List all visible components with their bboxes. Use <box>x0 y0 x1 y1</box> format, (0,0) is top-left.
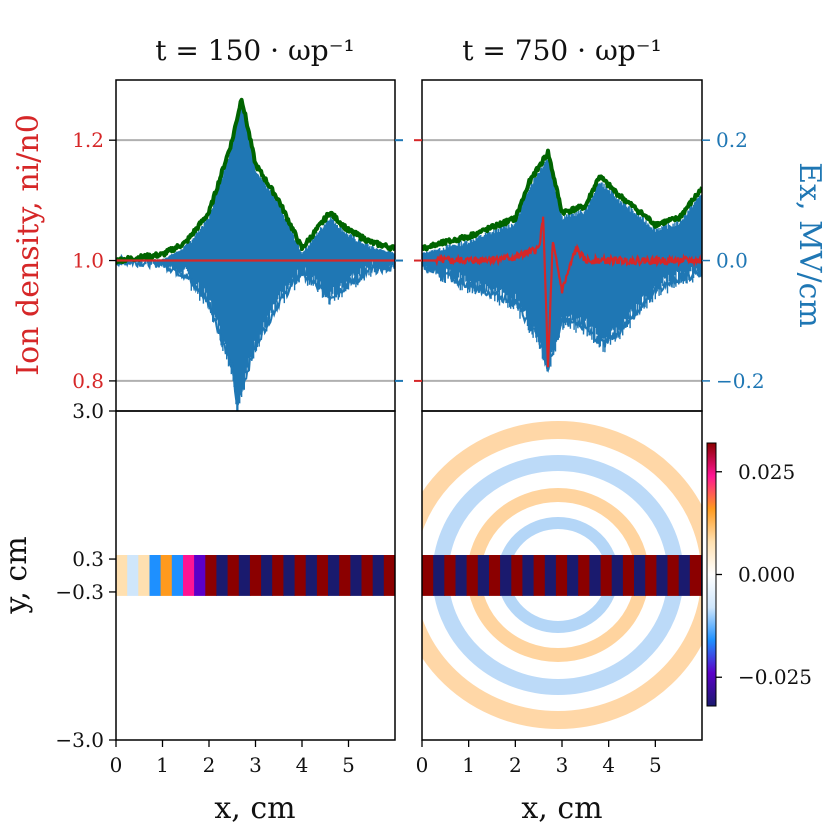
heatmap-stripe <box>127 555 139 596</box>
heatmap-stripe <box>567 555 579 596</box>
heatmap-stripe <box>656 555 669 596</box>
heatmap-stripe <box>249 555 262 596</box>
heatmap-stripe <box>316 555 329 596</box>
xtick-label: 1 <box>462 753 475 777</box>
ex-envelope-series <box>422 148 702 252</box>
ytick-label-bottom: 0.3 <box>72 547 104 571</box>
heatmap-stripe <box>328 555 340 596</box>
ex-field-lower-outline <box>422 259 702 373</box>
xtick-label: 0 <box>110 753 123 777</box>
xtick-label: 2 <box>203 753 216 777</box>
ytick-label-left: 1.2 <box>72 128 104 152</box>
panel-top-left <box>115 79 396 412</box>
heatmap-stripe <box>422 555 434 596</box>
xtick-label: 0 <box>416 753 429 777</box>
heatmap-stripe <box>622 555 635 596</box>
xtick-label: 5 <box>342 753 355 777</box>
heatmap-stripe <box>522 555 535 596</box>
heatmap-stripe <box>500 555 512 596</box>
heatmap-stripe <box>160 555 173 596</box>
colorbar-tick-label: −0.025 <box>738 665 812 689</box>
heatmap-stripe <box>455 555 468 596</box>
xtick-label: 3 <box>556 753 569 777</box>
heatmap-stripe <box>294 555 307 596</box>
title-top-left: t = 150 · ωp⁻¹ <box>155 34 354 67</box>
heatmap-stripe <box>171 555 184 596</box>
title-top-right: t = 750 · ωp⁻¹ <box>462 34 661 67</box>
panel-bottom-right <box>421 410 703 741</box>
heatmap-stripe <box>383 555 395 596</box>
ion-density-series <box>422 216 702 368</box>
heatmap-stripe <box>361 555 374 596</box>
xtick-label: 1 <box>156 753 169 777</box>
heatmap-stripe <box>689 555 702 596</box>
ytick-label-bottom: −3.0 <box>55 728 104 752</box>
heatmap-stripe <box>489 555 501 596</box>
heatmap-stripe <box>611 555 624 596</box>
heatmap-stripe <box>589 555 602 596</box>
heatmap-stripe <box>283 555 296 596</box>
heatmap-stripe <box>205 555 217 596</box>
ylabel-bottom: y, cm <box>0 536 34 614</box>
xtick-label: 5 <box>649 753 662 777</box>
ytick-label-right: 0.2 <box>716 128 748 152</box>
heatmap-stripe <box>227 555 240 596</box>
heatmap-stripe <box>350 555 363 596</box>
heatmap-stripe <box>372 555 385 596</box>
xtick-label: 2 <box>509 753 522 777</box>
heatmap-stripe <box>477 555 490 596</box>
radiated-wave-ring <box>422 421 702 729</box>
ytick-label-bottom: 3.0 <box>72 399 104 423</box>
heatmap-stripe <box>634 555 646 596</box>
heatmap-stripe <box>533 555 546 596</box>
ylabel-right-top: Ex, MV/cm <box>792 162 827 328</box>
heatmap-stripe <box>600 555 613 596</box>
panel-bottom-left <box>115 410 396 741</box>
xtick-label: 4 <box>602 753 615 777</box>
colorbar: 0.025 0.000 −0.025 <box>706 442 812 707</box>
xlabel-bottom-left: x, cm <box>214 791 295 826</box>
heatmap-stripe <box>578 555 590 596</box>
heatmap-stripe <box>272 555 284 596</box>
heatmap-stripe <box>544 555 557 596</box>
xtick-label: 3 <box>249 753 262 777</box>
ytick-label-bottom: −0.3 <box>55 580 104 604</box>
heatmap-stripe <box>511 555 523 596</box>
heatmap-stripe <box>216 555 229 596</box>
heatmap-stripe <box>183 555 195 596</box>
colorbar-tick-label: 0.025 <box>738 460 795 484</box>
heatmap-stripe <box>238 555 251 596</box>
heatmap-stripe <box>261 555 273 596</box>
heatmap-stripe <box>149 555 162 596</box>
ylabel-left-top: Ion density, ni/n0 <box>11 114 46 376</box>
ytick-label-left: 1.0 <box>72 249 104 273</box>
heatmap-stripe <box>678 555 691 596</box>
heatmap-stripe <box>194 555 206 596</box>
ytick-label-left: 0.8 <box>72 369 104 393</box>
heatmap-stripe <box>116 555 128 596</box>
xtick-label: 4 <box>296 753 309 777</box>
heatmap-stripe <box>667 555 680 596</box>
heatmap-stripe <box>138 555 150 596</box>
heatmap-stripe <box>645 555 657 596</box>
xlabel-bottom-right: x, cm <box>521 791 602 826</box>
heatmap-stripe <box>555 555 568 596</box>
panel-top-right <box>421 79 703 412</box>
heatmap-stripe <box>339 555 351 596</box>
ex-envelope-series <box>116 97 395 265</box>
heatmap-stripe <box>466 555 479 596</box>
ytick-label-right: −0.2 <box>716 369 765 393</box>
colorbar-tick-label: 0.000 <box>738 563 795 587</box>
heatmap-stripe <box>433 555 445 596</box>
ytick-label-right: 0.0 <box>716 249 748 273</box>
heatmap-stripe <box>305 555 318 596</box>
heatmap-stripe <box>444 555 456 596</box>
